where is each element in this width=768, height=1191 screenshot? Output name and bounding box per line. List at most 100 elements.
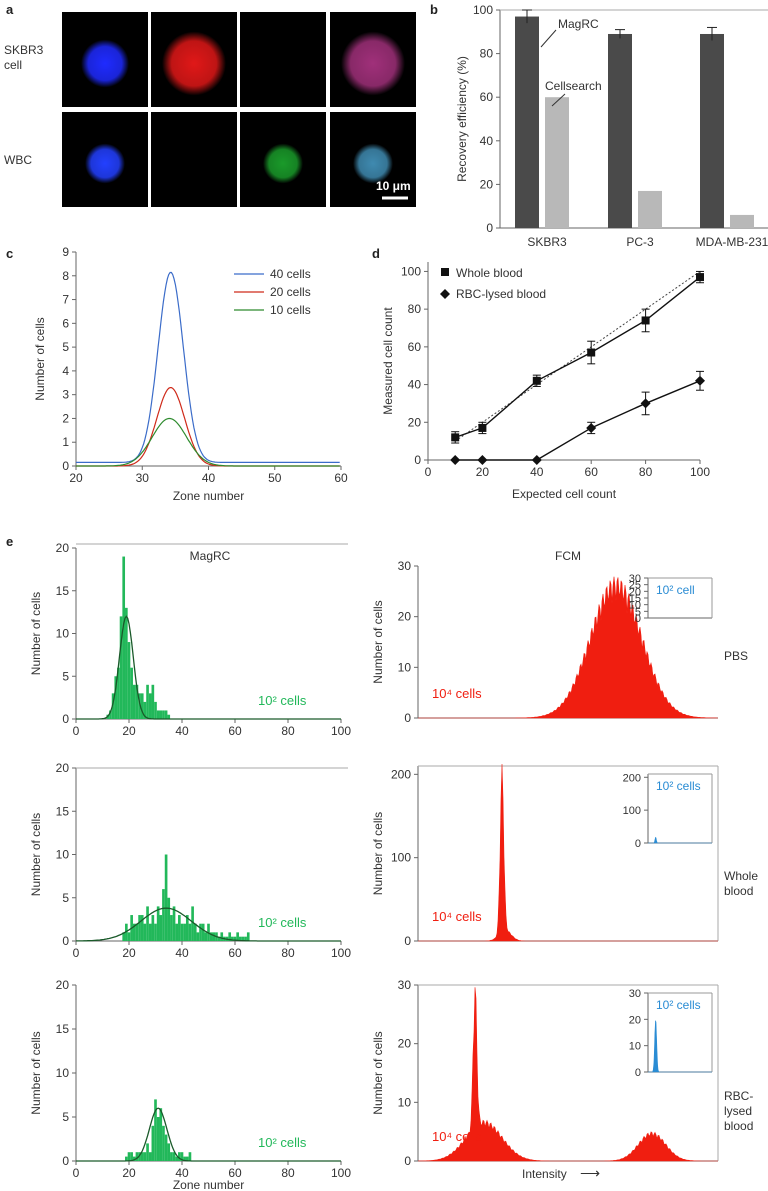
histogram-bar <box>154 701 157 719</box>
y-tick-label: 20 <box>629 1014 641 1026</box>
chart-b: 0 20 40 60 80 100 Recovery efficiency (%) SKBR3… <box>455 3 768 249</box>
x-tick-label: 100 <box>331 1166 351 1180</box>
histogram-bar <box>156 906 160 941</box>
y-tick-label: 80 <box>408 302 422 316</box>
y-tick-label: 200 <box>623 772 641 784</box>
histogram-bar <box>127 642 131 719</box>
histogram-bar <box>172 1152 176 1161</box>
count-label: 10² cells <box>258 693 307 708</box>
histogram-bar <box>220 932 224 941</box>
y-tick-label: 0 <box>62 1154 69 1168</box>
count-label: 10⁴ cells <box>432 1129 482 1144</box>
histogram-bar <box>156 710 160 719</box>
histogram-bar <box>180 1152 184 1161</box>
condition-label: blood <box>724 1119 753 1133</box>
condition-label: RBC- <box>724 1089 753 1103</box>
x-tick-label: 60 <box>585 465 599 479</box>
histogram-bar <box>143 923 147 941</box>
legend-label: 10 cells <box>270 303 311 317</box>
y-tick-label: 20 <box>56 541 70 555</box>
diamond-marker <box>531 455 542 465</box>
y-tick-label: 3 <box>62 388 69 402</box>
histogram-bar <box>178 915 181 941</box>
histogram-bar <box>159 1108 163 1161</box>
cell-stain <box>85 143 125 184</box>
chart-e-fcm-whole: 0 100 200 Number of cells 10⁴ cells <box>371 763 719 948</box>
bar-1 <box>545 97 569 228</box>
y-tick-label: 15 <box>56 1022 70 1036</box>
y-tick-label: 7 <box>62 293 69 307</box>
histogram-bar <box>201 923 205 941</box>
y-tick-label: 20 <box>408 415 422 429</box>
y-tick-label: 9 <box>62 245 69 259</box>
y-tick-label: 5 <box>62 1110 69 1124</box>
x-tick-label: 40 <box>175 724 189 738</box>
panel-letter-c: c <box>6 246 13 261</box>
histogram-bar <box>135 923 139 941</box>
histogram-bar <box>209 932 213 941</box>
x-tick-label: 20 <box>69 471 83 485</box>
annotation-magrc: MagRC <box>558 17 599 31</box>
histogram-bar <box>167 897 171 941</box>
histogram-bar <box>175 923 179 941</box>
histogram-bar <box>162 1125 165 1161</box>
y-tick-label: 40 <box>408 378 422 392</box>
histogram-bar <box>233 936 237 941</box>
panel-letter-d: d <box>372 246 380 261</box>
x-tick-label: 30 <box>136 471 150 485</box>
histogram-bar <box>188 923 192 941</box>
fcm-histogram <box>418 763 718 942</box>
histogram-bar <box>196 932 200 941</box>
histogram-bar <box>228 932 232 941</box>
histogram-bar <box>125 923 128 941</box>
histogram-bar <box>183 1156 186 1161</box>
x-tick-label: 60 <box>228 724 242 738</box>
histogram-bar <box>167 714 171 719</box>
y-tick-label: 200 <box>391 767 411 781</box>
y-axis-label: Number of cells <box>33 317 47 400</box>
y-tick-label: 1 <box>62 435 69 449</box>
histogram-bar <box>130 1152 133 1161</box>
series-line <box>76 417 340 467</box>
x-tick-label: 40 <box>202 471 216 485</box>
histogram-bar <box>172 906 176 941</box>
histogram-bar <box>151 915 155 941</box>
x-tick-label: 80 <box>281 1166 295 1180</box>
cell-stain <box>162 31 226 96</box>
x-tick-label: PC-3 <box>626 235 654 249</box>
x-axis-label: Expected cell count <box>512 487 617 501</box>
histogram-bar <box>148 1152 152 1161</box>
y-axis-label: Number of cells <box>371 812 385 895</box>
histogram-bar <box>231 936 234 941</box>
histogram-bar <box>125 607 128 719</box>
histogram-bar <box>185 915 189 941</box>
y-tick-label: 100 <box>391 851 411 865</box>
annotation-arrow <box>551 93 566 107</box>
y-axis-label: Number of cells <box>29 813 43 896</box>
x-tick-label: 20 <box>122 724 136 738</box>
square-marker <box>451 433 460 442</box>
x-tick-label: MDA-MB-231 <box>696 235 768 249</box>
y-tick-label: 30 <box>629 573 641 585</box>
y-tick-label: 0 <box>635 838 641 850</box>
x-tick-label: 60 <box>228 1166 242 1180</box>
y-tick-label: 30 <box>398 978 412 992</box>
histogram-bar <box>146 684 149 719</box>
reference-line <box>454 271 701 442</box>
square-marker <box>478 423 487 432</box>
y-tick-label: 20 <box>629 586 641 598</box>
histogram-bar <box>138 915 141 941</box>
y-axis-label: Number of cells <box>371 1031 385 1114</box>
chart-d: 0 20 40 60 80 100 0 20 40 60 80 100 Measured cell co… <box>381 262 710 501</box>
cell-stain <box>263 143 303 184</box>
y-tick-label: 25 <box>629 580 641 592</box>
panel-letter-e: e <box>6 534 13 549</box>
histogram-bar <box>114 676 118 719</box>
count-label: 10⁴ cells <box>432 686 482 701</box>
chart-e-fcm-rbc: 0 10 20 30 Number of cells 10⁴ cells <box>371 978 719 1168</box>
histogram-bar <box>148 693 152 719</box>
y-tick-label: 60 <box>408 340 422 354</box>
chart-e-magrc-pbs: 0 20 40 60 80 100 0 5 10 15 20 Number of cells 10² c… <box>29 541 351 738</box>
